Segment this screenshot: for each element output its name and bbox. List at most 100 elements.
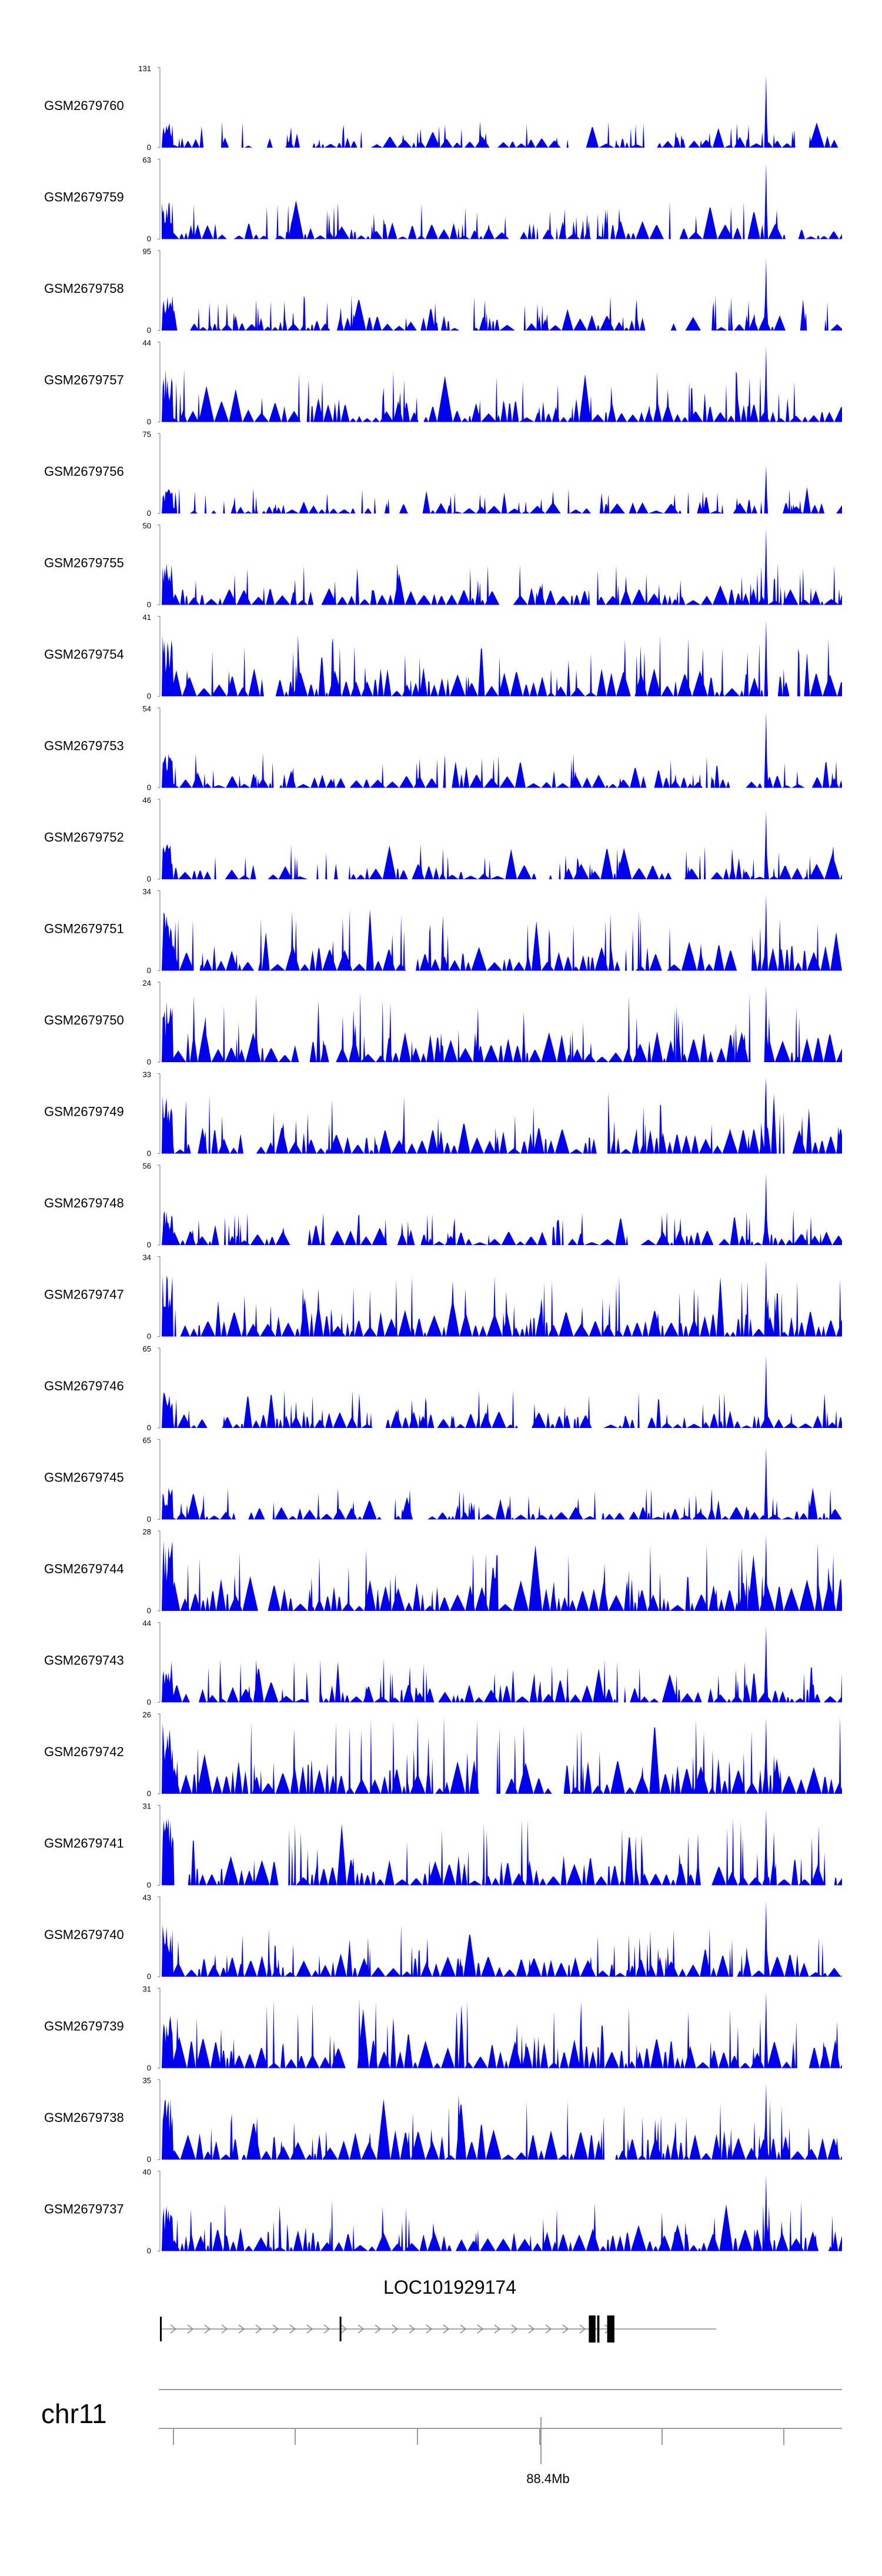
coverage-area	[162, 1809, 842, 1886]
track-ymax-label: 131	[138, 64, 151, 73]
track-GSM2679739: GSM2679739 31 0	[44, 1985, 842, 2073]
track-ymax-label: 50	[143, 522, 151, 530]
track-label: GSM2679739	[44, 2019, 124, 2034]
track-label: GSM2679751	[44, 922, 124, 936]
track-GSM2679755: GSM2679755 50 0	[44, 522, 842, 609]
track-GSM2679744: GSM2679744 28 0	[44, 1527, 842, 1615]
track-ymax-label: 33	[143, 1070, 151, 1079]
track-ymax-label: 63	[143, 156, 151, 165]
strand-arrow	[255, 2324, 262, 2334]
coverage-area	[162, 1534, 842, 1611]
track-GSM2679741: GSM2679741 31 0	[44, 1802, 842, 1890]
track-ymin-label: 0	[147, 2155, 151, 2164]
track-ymax-label: 44	[143, 1619, 151, 1628]
track-label: GSM2679747	[44, 1287, 124, 1302]
coverage-area	[162, 1356, 842, 1428]
axis-ticks	[173, 2417, 784, 2464]
track-ymax-label: 75	[143, 430, 151, 439]
coverage-area	[162, 1716, 842, 1794]
track-label: GSM2679749	[44, 1105, 124, 1119]
track-ymin-label: 0	[147, 2064, 151, 2073]
exon	[339, 2317, 342, 2341]
strand-arrow	[272, 2324, 279, 2334]
chromosome-axis: chr11 88.4Mb	[41, 2389, 842, 2486]
track-ymax-label: 44	[143, 339, 151, 348]
track-GSM2679737: GSM2679737 40 0	[44, 2168, 842, 2255]
track-label: GSM2679742	[44, 1744, 124, 1759]
track-ymin-label: 0	[147, 1972, 151, 1981]
track-ymax-label: 24	[143, 979, 151, 987]
track-ymax-label: 35	[143, 2076, 151, 2085]
strand-arrow	[528, 2324, 535, 2334]
strand-arrow	[375, 2324, 382, 2334]
track-label: GSM2679748	[44, 1196, 124, 1210]
strand-arrow	[426, 2324, 433, 2334]
track-ymin-label: 0	[147, 1149, 151, 1158]
track-ymin-label: 0	[147, 418, 151, 426]
gene-track: LOC101929174	[160, 2277, 716, 2343]
track-label: GSM2679750	[44, 1013, 124, 1027]
track-ymax-label: 56	[143, 1162, 151, 1170]
track-GSM2679760: GSM2679760 131 0	[44, 64, 842, 152]
exon	[160, 2317, 162, 2341]
track-label: GSM2679757	[44, 373, 124, 388]
strand-arrow	[562, 2324, 569, 2334]
track-GSM2679745: GSM2679745 65 0	[44, 1436, 842, 1524]
track-ymin-label: 0	[147, 692, 151, 700]
track-ymax-label: 31	[143, 1985, 151, 1994]
track-ymax-label: 34	[143, 1253, 151, 1262]
coverage-area	[162, 1900, 842, 1977]
coverage-area	[162, 258, 842, 331]
axis-tick-label: 88.4Mb	[526, 2471, 569, 2486]
strand-arrow	[511, 2324, 518, 2334]
track-ymin-label: 0	[147, 1606, 151, 1615]
track-label: GSM2679754	[44, 647, 124, 662]
track-label: GSM2679743	[44, 1653, 124, 1668]
track-ymax-label: 46	[143, 796, 151, 805]
track-ymin-label: 0	[147, 1423, 151, 1432]
track-GSM2679756: GSM2679756 75 0	[44, 430, 842, 518]
coverage-area	[162, 1077, 842, 1154]
track-label: GSM2679753	[44, 739, 124, 753]
track-ymin-label: 0	[147, 143, 151, 152]
strand-arrow	[187, 2324, 194, 2334]
strand-arrow	[494, 2324, 501, 2334]
track-label: GSM2679737	[44, 2202, 124, 2217]
exon	[589, 2315, 596, 2343]
track-GSM2679753: GSM2679753 54 0	[44, 705, 842, 792]
track-ymin-label: 0	[147, 600, 151, 609]
track-GSM2679757: GSM2679757 44 0	[44, 339, 842, 426]
track-ymin-label: 0	[147, 235, 151, 243]
track-label: GSM2679738	[44, 2110, 124, 2125]
track-ymin-label: 0	[147, 966, 151, 975]
track-ymax-label: 26	[143, 1710, 151, 1719]
coverage-area	[162, 1447, 842, 1520]
coverage-area	[162, 1992, 842, 2068]
track-ymax-label: 65	[143, 1436, 151, 1445]
track-GSM2679758: GSM2679758 95 0	[44, 247, 842, 335]
track-label: GSM2679744	[44, 1561, 124, 1576]
track-ymin-label: 0	[147, 2247, 151, 2255]
track-ymin-label: 0	[147, 1789, 151, 1798]
track-GSM2679748: GSM2679748 56 0	[44, 1162, 842, 1249]
coverage-area	[162, 811, 842, 879]
coverage-area	[162, 1173, 842, 1245]
track-ymax-label: 95	[143, 247, 151, 256]
track-label: GSM2679755	[44, 556, 124, 570]
strand-arrow	[409, 2324, 416, 2334]
exon	[597, 2315, 600, 2343]
track-GSM2679759: GSM2679759 63 0	[44, 156, 842, 243]
coverage-area	[162, 712, 842, 788]
track-label: GSM2679758	[44, 281, 124, 296]
track-GSM2679754: GSM2679754 41 0	[44, 613, 842, 700]
strand-arrow	[545, 2324, 552, 2334]
track-ymax-label: 65	[143, 1344, 151, 1353]
strand-arrow	[460, 2324, 467, 2334]
track-label: GSM2679759	[44, 190, 124, 205]
track-GSM2679746: GSM2679746 65 0	[44, 1344, 842, 1432]
track-label: GSM2679760	[44, 98, 124, 113]
track-ymax-label: 34	[143, 887, 151, 896]
strand-arrow	[340, 2324, 348, 2334]
track-GSM2679749: GSM2679749 33 0	[44, 1070, 842, 1158]
